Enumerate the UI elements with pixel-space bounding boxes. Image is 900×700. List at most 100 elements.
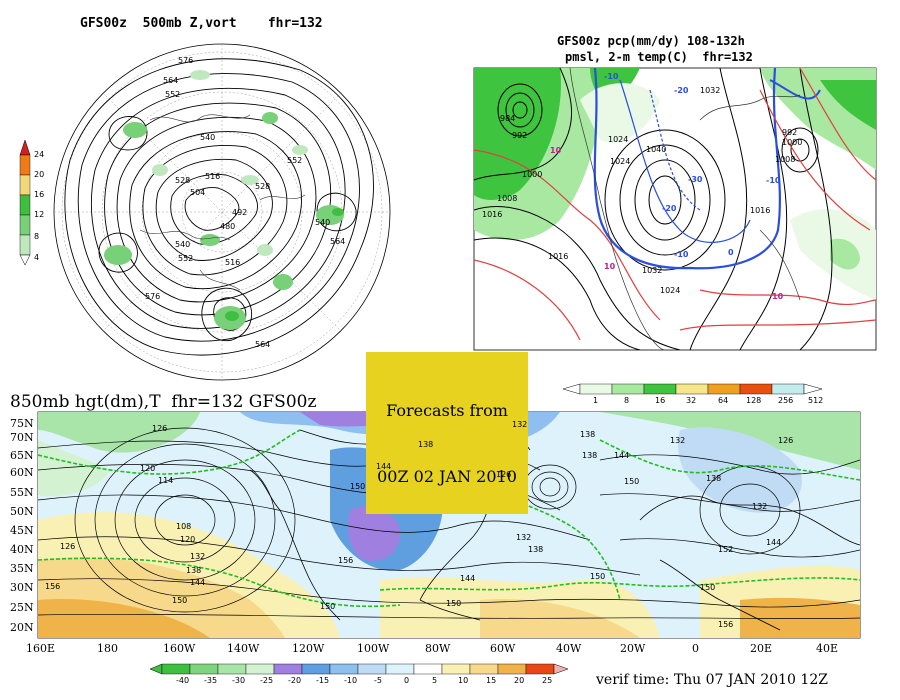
lat-label: 65N bbox=[10, 449, 34, 462]
regional-contour-label: 1008 bbox=[497, 194, 518, 203]
regional-colorbar-label: 32 bbox=[686, 396, 697, 405]
height-contour-label: 144 bbox=[614, 451, 630, 460]
height-contour-label: 150 bbox=[320, 602, 336, 611]
lon-label: 100W bbox=[357, 642, 390, 655]
height-contour-label: 132 bbox=[516, 533, 532, 542]
regional-colorbar-label: 256 bbox=[778, 396, 794, 405]
lon-label: 40E bbox=[816, 642, 839, 655]
lon-label: 160E bbox=[26, 642, 56, 655]
regional-contour-label: 1008 bbox=[775, 155, 796, 164]
regional-contour-label: 1024 bbox=[610, 157, 631, 166]
polar-contour-label: 564 bbox=[330, 237, 346, 246]
polar-contour-label: 540 bbox=[175, 240, 191, 249]
regional-colorbar-label: 128 bbox=[746, 396, 762, 405]
forecast-init-line2: 00Z 02 JAN 2010 bbox=[377, 467, 517, 486]
lon-label: 0 bbox=[692, 642, 699, 655]
height-contour-label: 144 bbox=[766, 538, 782, 547]
lon-label: 60W bbox=[490, 642, 516, 655]
temp-colorbar-label: -20 bbox=[288, 676, 302, 685]
polar-colorbar-label: 8 bbox=[34, 232, 40, 241]
lon-label: 180 bbox=[97, 642, 118, 655]
temp-colorbar-label: -25 bbox=[260, 676, 274, 685]
lat-label: 70N bbox=[10, 431, 34, 444]
height-contour-label: 156 bbox=[45, 582, 61, 591]
regional-contour-label: 1000 bbox=[522, 170, 543, 179]
lat-label: 40N bbox=[10, 543, 34, 556]
regional-map-title-line1: GFS00z pcp(mm/dy) 108-132h bbox=[557, 34, 745, 48]
lat-label: 50N bbox=[10, 505, 34, 518]
height-contour-label: 108 bbox=[176, 522, 192, 531]
height-contour-label: 150 bbox=[350, 482, 366, 491]
polar-contour-label: 564 bbox=[255, 340, 271, 349]
height-contour-label: 138 bbox=[580, 430, 596, 439]
height-contour-label: 138 bbox=[706, 474, 722, 483]
height-contour-label: 120 bbox=[180, 535, 196, 544]
height-contour-label: 132 bbox=[670, 436, 686, 445]
regional-temp-label: 10 bbox=[772, 292, 784, 301]
polar-contour-label: 480 bbox=[220, 222, 236, 231]
lon-label: 140W bbox=[227, 642, 260, 655]
regional-contour-label: 1016 bbox=[750, 206, 771, 215]
regional-contour-label: 1016 bbox=[548, 252, 569, 261]
temp-colorbar-label: 15 bbox=[486, 676, 497, 685]
polar-contour-label: 516 bbox=[225, 258, 241, 267]
regional-contour-label: 984 bbox=[500, 114, 516, 123]
polar-contour-label: 576 bbox=[145, 292, 161, 301]
regional-colorbar-label: 16 bbox=[655, 396, 666, 405]
height-contour-label: 126 bbox=[496, 470, 512, 479]
height-contour-label: 126 bbox=[778, 436, 794, 445]
height-contour-label: 150 bbox=[446, 599, 462, 608]
hemispheric-colorbar bbox=[149, 663, 569, 675]
regional-contour-label: 1000 bbox=[782, 138, 803, 147]
polar-contour-label: 576 bbox=[178, 56, 194, 65]
polar-map bbox=[53, 43, 391, 381]
polar-contour-label: 564 bbox=[163, 76, 179, 85]
polar-contour-label: 516 bbox=[205, 172, 221, 181]
height-contour-label: 126 bbox=[152, 424, 168, 433]
polar-contour-label: 528 bbox=[255, 182, 271, 191]
height-contour-label: 138 bbox=[186, 566, 202, 575]
polar-contour-label: 552 bbox=[178, 254, 194, 263]
polar-map-title: GFS00z 500mb Z,vort fhr=132 bbox=[80, 16, 323, 31]
polar-contour-label: 528 bbox=[175, 176, 191, 185]
height-contour-label: 126 bbox=[60, 542, 76, 551]
polar-contour-label: 552 bbox=[165, 90, 181, 99]
verification-time: verif time: Thu 07 JAN 2010 12Z bbox=[596, 672, 828, 688]
lon-label: 120W bbox=[292, 642, 325, 655]
regional-temp-label: -10 bbox=[766, 176, 781, 185]
height-contour-label: 138 bbox=[528, 545, 544, 554]
height-contour-label: 132 bbox=[512, 420, 528, 429]
regional-temp-label: 0 bbox=[728, 248, 734, 257]
temp-colorbar-label: -30 bbox=[232, 676, 246, 685]
temp-colorbar-label: -15 bbox=[316, 676, 330, 685]
lon-label: 40W bbox=[556, 642, 582, 655]
regional-colorbar bbox=[562, 383, 823, 395]
height-contour-label: 138 bbox=[582, 451, 598, 460]
hemispheric-map bbox=[37, 411, 861, 639]
temp-colorbar-label: -40 bbox=[176, 676, 190, 685]
temp-colorbar-label: -5 bbox=[374, 676, 382, 685]
lon-label: 20W bbox=[620, 642, 646, 655]
temp-colorbar-label: 0 bbox=[404, 676, 410, 685]
temp-colorbar-label: 20 bbox=[514, 676, 525, 685]
height-contour-label: 120 bbox=[140, 464, 156, 473]
polar-colorbar-label: 24 bbox=[34, 150, 45, 159]
polar-colorbar-label: 16 bbox=[34, 190, 45, 199]
polar-contour-label: 492 bbox=[232, 208, 248, 217]
height-contour-label: 138 bbox=[418, 440, 434, 449]
lat-label: 60N bbox=[10, 466, 34, 479]
regional-temp-label: -10 bbox=[604, 72, 619, 81]
regional-map-title-line2: pmsl, 2-m temp(C) fhr=132 bbox=[565, 50, 753, 64]
temp-colorbar-label: 10 bbox=[458, 676, 469, 685]
regional-map bbox=[473, 67, 877, 351]
height-contour-label: 114 bbox=[158, 476, 174, 485]
regional-temp-label: -20 bbox=[674, 86, 689, 95]
regional-contour-label: 992 bbox=[782, 128, 798, 137]
temp-colorbar-label: 5 bbox=[432, 676, 438, 685]
height-contour-label: 152 bbox=[718, 545, 734, 554]
height-contour-label: 156 bbox=[338, 556, 354, 565]
lat-label: 55N bbox=[10, 486, 34, 499]
regional-colorbar-label: 512 bbox=[808, 396, 824, 405]
polar-colorbar bbox=[19, 139, 31, 266]
lat-label: 25N bbox=[10, 601, 34, 614]
